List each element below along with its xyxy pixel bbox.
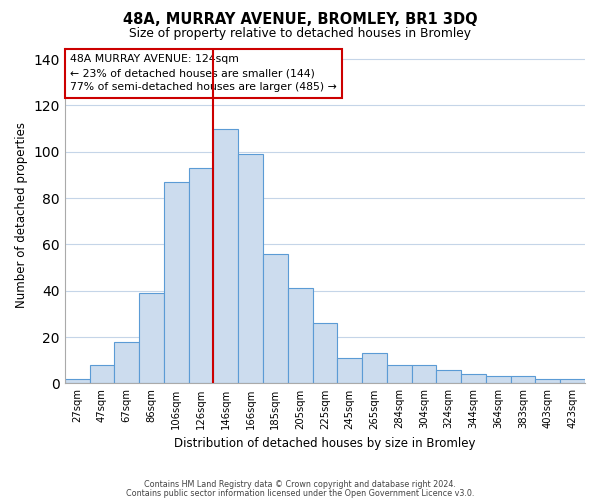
Y-axis label: Number of detached properties: Number of detached properties — [15, 122, 28, 308]
Bar — [412, 365, 436, 384]
Bar — [387, 365, 412, 384]
Bar — [511, 376, 535, 384]
Bar — [139, 293, 164, 384]
Bar — [238, 154, 263, 384]
Bar — [486, 376, 511, 384]
Bar — [263, 254, 288, 384]
Text: Size of property relative to detached houses in Bromley: Size of property relative to detached ho… — [129, 28, 471, 40]
Bar — [535, 379, 560, 384]
Bar — [164, 182, 188, 384]
Bar — [214, 128, 238, 384]
Bar — [65, 379, 89, 384]
Text: Contains HM Land Registry data © Crown copyright and database right 2024.: Contains HM Land Registry data © Crown c… — [144, 480, 456, 489]
Bar — [288, 288, 313, 384]
Text: Contains public sector information licensed under the Open Government Licence v3: Contains public sector information licen… — [126, 488, 474, 498]
Text: 48A MURRAY AVENUE: 124sqm
← 23% of detached houses are smaller (144)
77% of semi: 48A MURRAY AVENUE: 124sqm ← 23% of detac… — [70, 54, 337, 92]
X-axis label: Distribution of detached houses by size in Bromley: Distribution of detached houses by size … — [174, 437, 476, 450]
Bar — [560, 379, 585, 384]
Bar — [115, 342, 139, 384]
Bar — [337, 358, 362, 384]
Bar — [313, 323, 337, 384]
Bar — [461, 374, 486, 384]
Bar — [188, 168, 214, 384]
Bar — [436, 370, 461, 384]
Bar — [89, 365, 115, 384]
Bar — [362, 354, 387, 384]
Text: 48A, MURRAY AVENUE, BROMLEY, BR1 3DQ: 48A, MURRAY AVENUE, BROMLEY, BR1 3DQ — [122, 12, 478, 28]
